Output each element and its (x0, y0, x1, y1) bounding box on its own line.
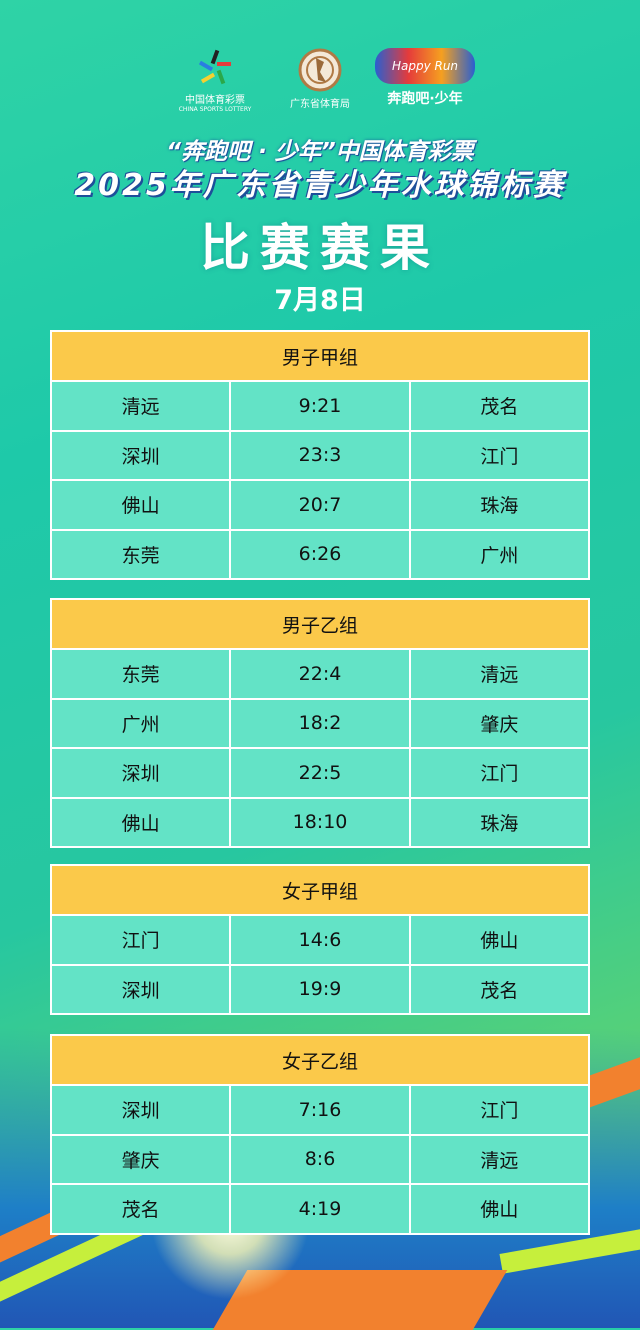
away-team-cell: 珠海 (410, 481, 588, 529)
table-row: 深圳 23:3 江门 (52, 431, 588, 479)
away-team-cell: 清远 (410, 650, 588, 698)
score-cell: 23:3 (231, 431, 409, 479)
table-row: 深圳 7:16 江门 (52, 1086, 588, 1134)
score-cell: 7:16 (231, 1086, 409, 1134)
score-cell: 8:6 (231, 1135, 409, 1183)
table-row: 佛山 20:7 珠海 (52, 481, 588, 529)
score-cell: 9:21 (231, 382, 409, 430)
score-cell: 20:7 (231, 481, 409, 529)
home-team-cell: 东莞 (52, 650, 230, 698)
match-date: 7月8日 (274, 285, 366, 316)
logo-text: CHINA SPORTS LOTTERY (178, 106, 252, 113)
happy-run-logo: Happy Run 奔跑吧·少年 (375, 48, 475, 108)
table-row: 深圳 19:9 茂名 (52, 965, 588, 1013)
group-header: 男子乙组 (52, 600, 588, 648)
logo-text: 中国体育彩票 (185, 95, 245, 106)
score-cell: 18:2 (231, 699, 409, 747)
away-team-cell: 茂名 (410, 965, 588, 1013)
group-header: 男子甲组 (52, 332, 588, 380)
table-row: 东莞 22:4 清远 (52, 650, 588, 698)
away-team-cell: 茂名 (410, 382, 588, 430)
china-sports-lottery-logo: 中国体育彩票 CHINA SPORTS LOTTERY (160, 48, 270, 113)
logo-text: 奔跑吧·少年 (387, 91, 463, 107)
event-title: 2025年广东省青少年水球锦标赛 (74, 168, 566, 203)
home-team-cell: 深圳 (52, 965, 230, 1013)
score-cell: 19:9 (231, 965, 409, 1013)
home-team-cell: 清远 (52, 382, 230, 430)
score-cell: 18:10 (231, 798, 409, 846)
table-row: 江门 14:6 佛山 (52, 916, 588, 964)
table-row: 肇庆 8:6 清远 (52, 1135, 588, 1183)
table-row: 广州 18:2 肇庆 (52, 699, 588, 747)
home-team-cell: 深圳 (52, 1086, 230, 1134)
away-team-cell: 佛山 (410, 1185, 588, 1233)
away-team-cell: 珠海 (410, 798, 588, 846)
group-header: 女子乙组 (52, 1036, 588, 1084)
away-team-cell: 广州 (410, 530, 588, 578)
away-team-cell: 清远 (410, 1135, 588, 1183)
home-team-cell: 茂名 (52, 1185, 230, 1233)
home-team-cell: 东莞 (52, 530, 230, 578)
away-team-cell: 江门 (410, 431, 588, 479)
away-team-cell: 肇庆 (410, 699, 588, 747)
home-team-cell: 深圳 (52, 749, 230, 797)
score-cell: 14:6 (231, 916, 409, 964)
score-cell: 22:5 (231, 749, 409, 797)
home-team-cell: 佛山 (52, 798, 230, 846)
score-cell: 22:4 (231, 650, 409, 698)
table-row: 茂名 4:19 佛山 (52, 1185, 588, 1233)
table-row: 东莞 6:26 广州 (52, 530, 588, 578)
table-row: 深圳 22:5 江门 (52, 749, 588, 797)
table-row: 佛山 18:10 珠海 (52, 798, 588, 846)
results-table: 女子甲组 江门 14:6 佛山 深圳 19:9 茂名 (50, 864, 590, 1015)
score-cell: 6:26 (231, 530, 409, 578)
page-title: 比赛赛果 (200, 219, 440, 277)
results-table: 男子乙组 东莞 22:4 清远 广州 18:2 肇庆 深圳 22:5 江门 佛山 18:10 珠海 (50, 598, 590, 848)
home-team-cell: 广州 (52, 699, 230, 747)
home-team-cell: 肇庆 (52, 1135, 230, 1183)
logo-text: 广东省体育局 (290, 99, 350, 110)
away-team-cell: 江门 (410, 749, 588, 797)
away-team-cell: 江门 (410, 1086, 588, 1134)
home-team-cell: 佛山 (52, 481, 230, 529)
event-subtitle: “奔跑吧 · 少年”中国体育彩票 (166, 139, 474, 165)
group-header: 女子甲组 (52, 866, 588, 914)
logo-text: Happy Run (375, 48, 475, 84)
table-row: 清远 9:21 茂名 (52, 382, 588, 430)
home-team-cell: 江门 (52, 916, 230, 964)
guangdong-sports-bureau-logo: 广东省体育局 (275, 48, 365, 110)
results-table: 男子甲组 清远 9:21 茂名 深圳 23:3 江门 佛山 20:7 珠海 东莞 6:26 广州 (50, 330, 590, 580)
score-cell: 4:19 (231, 1185, 409, 1233)
results-table: 女子乙组 深圳 7:16 江门 肇庆 8:6 清远 茂名 4:19 佛山 (50, 1034, 590, 1235)
away-team-cell: 佛山 (410, 916, 588, 964)
home-team-cell: 深圳 (52, 431, 230, 479)
